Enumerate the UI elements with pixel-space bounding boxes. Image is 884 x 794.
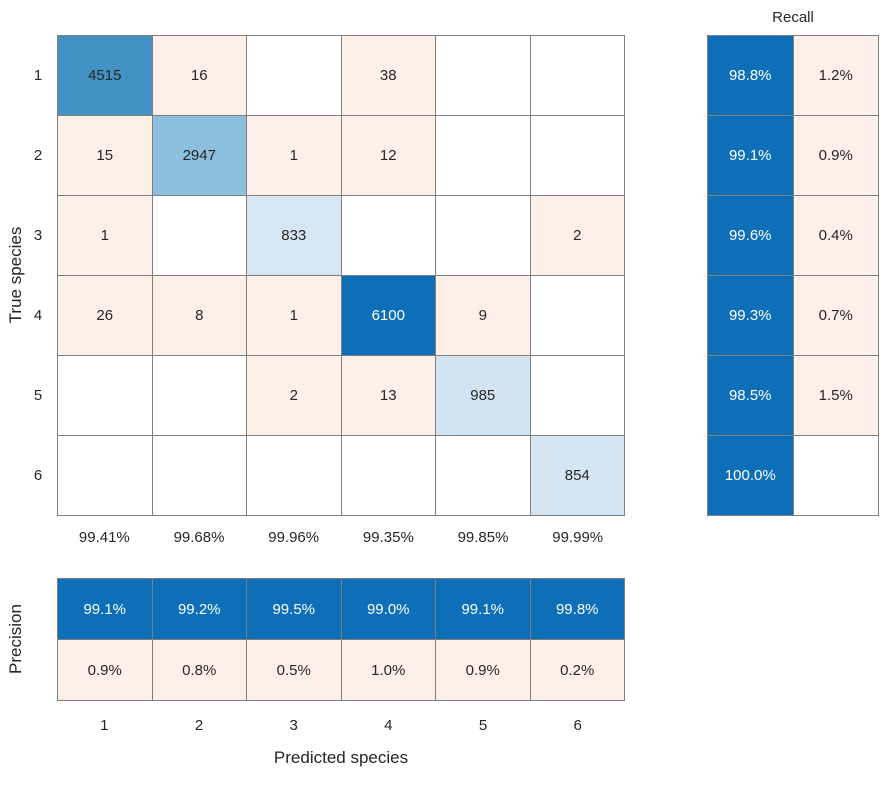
matrix-cell xyxy=(152,196,246,275)
column-accuracy-row: 99.41% 99.68% 99.96% 99.35% 99.85% 99.99… xyxy=(57,524,625,550)
matrix-cell xyxy=(530,36,624,115)
y-tick: 2 xyxy=(33,146,43,164)
matrix-cell: 1 xyxy=(247,276,341,355)
column-accuracy: 99.68% xyxy=(173,528,225,546)
precision-cell: 99.0% xyxy=(341,579,435,639)
confusion-matrix-grid: 4515 16 38 15 2947 1 12 1 833 2 26 8 1 6… xyxy=(57,35,625,516)
matrix-cell xyxy=(341,436,435,515)
recall-cell: 100.0% xyxy=(708,436,793,515)
matrix-cell xyxy=(58,436,152,515)
x-axis-label: Predicted species xyxy=(273,748,409,767)
recall-cell: 1.5% xyxy=(793,356,878,435)
matrix-cell: 854 xyxy=(530,436,624,515)
matrix-cell: 2 xyxy=(247,356,341,435)
recall-summary-grid: 98.8% 1.2% 99.1% 0.9% 99.6% 0.4% 99.3% 0… xyxy=(707,35,879,516)
x-tick: 5 xyxy=(478,716,488,734)
precision-cell: 0.9% xyxy=(58,640,152,700)
matrix-cell xyxy=(436,36,530,115)
y-tick: 6 xyxy=(33,467,43,485)
precision-summary-grid: 99.1% 99.2% 99.5% 99.0% 99.1% 99.8% 0.9%… xyxy=(57,578,625,701)
y-tick: 5 xyxy=(33,387,43,405)
matrix-cell: 8 xyxy=(152,276,246,355)
matrix-cell: 6100 xyxy=(341,276,435,355)
column-accuracy: 99.41% xyxy=(78,528,130,546)
precision-cell: 0.5% xyxy=(247,640,341,700)
precision-title: Precision xyxy=(6,604,25,674)
matrix-cell: 1 xyxy=(58,196,152,275)
matrix-cell xyxy=(247,36,341,115)
matrix-cell: 985 xyxy=(436,356,530,435)
matrix-cell: 2 xyxy=(530,196,624,275)
matrix-cell xyxy=(530,276,624,355)
recall-cell: 1.2% xyxy=(793,36,878,115)
y-tick: 1 xyxy=(33,66,43,84)
x-tick: 1 xyxy=(100,716,109,734)
matrix-cell: 16 xyxy=(152,36,246,115)
precision-cell: 99.1% xyxy=(436,579,530,639)
y-tick-labels: 1 2 3 4 5 6 xyxy=(24,35,52,516)
matrix-cell: 26 xyxy=(58,276,152,355)
matrix-cell xyxy=(247,436,341,515)
matrix-cell: 38 xyxy=(341,36,435,115)
column-accuracy: 99.96% xyxy=(268,528,320,546)
matrix-cell: 1 xyxy=(247,116,341,195)
recall-cell: 98.5% xyxy=(708,356,793,435)
matrix-cell: 9 xyxy=(436,276,530,355)
y-tick: 3 xyxy=(33,226,43,244)
precision-cell: 0.9% xyxy=(436,640,530,700)
matrix-cell: 13 xyxy=(341,356,435,435)
x-tick: 4 xyxy=(384,716,393,734)
matrix-cell: 4515 xyxy=(58,36,152,115)
precision-cell: 0.8% xyxy=(152,640,246,700)
precision-cell: 99.8% xyxy=(530,579,624,639)
x-tick: 2 xyxy=(194,716,204,734)
recall-cell: 99.1% xyxy=(708,116,793,195)
matrix-cell: 833 xyxy=(247,196,341,275)
matrix-cell xyxy=(436,116,530,195)
y-axis-label: True species xyxy=(6,226,25,324)
recall-cell: 99.3% xyxy=(708,276,793,355)
x-tick: 6 xyxy=(573,716,582,734)
matrix-cell xyxy=(530,116,624,195)
matrix-cell: 12 xyxy=(341,116,435,195)
column-accuracy: 99.85% xyxy=(457,528,509,546)
x-tick-labels: 1 2 3 4 5 6 xyxy=(57,712,625,738)
precision-cell: 1.0% xyxy=(341,640,435,700)
recall-cell: 98.8% xyxy=(708,36,793,115)
matrix-cell xyxy=(530,356,624,435)
matrix-cell xyxy=(341,196,435,275)
matrix-cell: 15 xyxy=(58,116,152,195)
recall-cell xyxy=(793,436,878,515)
recall-cell: 0.7% xyxy=(793,276,878,355)
recall-cell: 0.4% xyxy=(793,196,878,275)
x-tick: 3 xyxy=(289,716,298,734)
matrix-cell: 2947 xyxy=(152,116,246,195)
matrix-cell xyxy=(58,356,152,435)
matrix-cell xyxy=(152,436,246,515)
column-accuracy: 99.99% xyxy=(552,528,604,546)
precision-cell: 0.2% xyxy=(530,640,624,700)
y-tick: 4 xyxy=(33,307,43,325)
matrix-cell xyxy=(152,356,246,435)
precision-cell: 99.5% xyxy=(247,579,341,639)
column-accuracy: 99.35% xyxy=(362,528,414,546)
precision-cell: 99.2% xyxy=(152,579,246,639)
matrix-cell xyxy=(436,196,530,275)
recall-cell: 99.6% xyxy=(708,196,793,275)
precision-cell: 99.1% xyxy=(58,579,152,639)
recall-title: Recall xyxy=(772,8,814,26)
matrix-cell xyxy=(436,436,530,515)
recall-cell: 0.9% xyxy=(793,116,878,195)
